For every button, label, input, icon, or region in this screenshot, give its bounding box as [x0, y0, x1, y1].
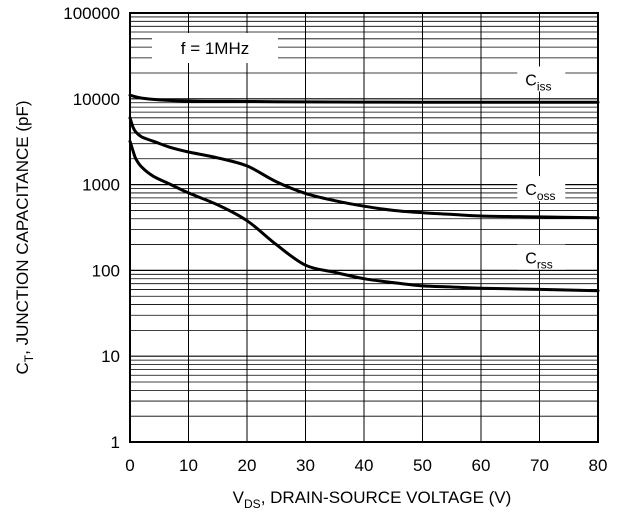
annotations: f = 1MHz Ciss Coss Crss: [152, 33, 566, 272]
plot-frame: [129, 12, 599, 443]
y-axis-title: CT, JUNCTION CAPACITANCE (pF): [13, 100, 36, 374]
x-tick-label: 10: [179, 456, 198, 475]
tick-labels: 0 10 20 30 40 50 60 70 80 1 10 100 1000 10000 100000: [63, 4, 607, 475]
axis-labels: VDS, DRAIN-SOURCE VOLTAGE (V) CT, JUNCTIO…: [13, 100, 511, 511]
curves: [128, 93, 600, 293]
series-label-bg: [517, 66, 566, 92]
series-label-rss: Crss: [525, 251, 553, 272]
frequency-annotation: f = 1MHz: [181, 39, 250, 58]
series-label-iss: Ciss: [525, 72, 551, 93]
x-tick-label: 20: [238, 456, 257, 475]
y-tick-label: 1000: [82, 176, 120, 195]
x-tick-label: 60: [472, 456, 491, 475]
series-line-iss: [128, 93, 600, 104]
y-tick-label: 10000: [73, 90, 120, 109]
x-tick-label: 30: [296, 456, 315, 475]
x-tick-label: 70: [530, 456, 549, 475]
series-label-oss: Coss: [525, 182, 555, 203]
y-tick-label: 100: [92, 261, 120, 280]
x-tick-label: 80: [589, 456, 608, 475]
x-axis-title: VDS, DRAIN-SOURCE VOLTAGE (V): [233, 488, 512, 511]
x-tick-label: 40: [355, 456, 374, 475]
x-tick-label: 0: [125, 456, 134, 475]
x-tick-label: 50: [413, 456, 432, 475]
y-tick-label: 1: [111, 433, 120, 452]
series-label-bg: [517, 176, 566, 202]
y-tick-label: 10: [101, 347, 120, 366]
annotation-box: [152, 33, 278, 63]
series-line-rss: [128, 139, 600, 293]
series-label-bg: [517, 244, 566, 270]
y-tick-label: 100000: [63, 4, 120, 23]
series-line-oss: [128, 116, 600, 220]
